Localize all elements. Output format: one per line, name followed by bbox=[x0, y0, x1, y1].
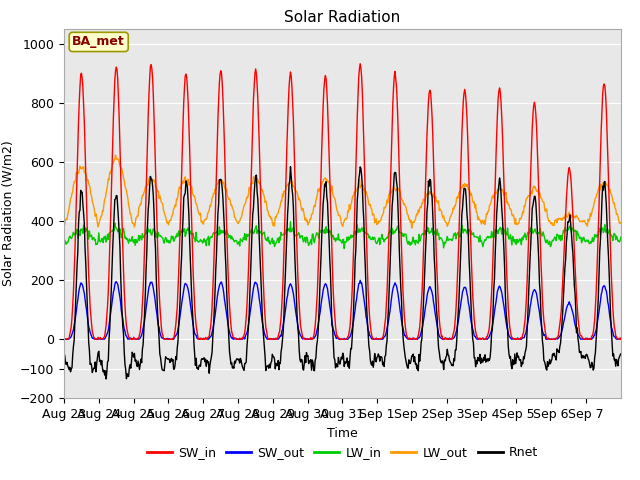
LW_in bbox=[255, 229, 263, 235]
Line: LW_out: LW_out bbox=[64, 155, 621, 228]
SW_out bbox=[276, 333, 284, 338]
LW_in bbox=[433, 232, 440, 238]
LW_in bbox=[60, 240, 68, 246]
LW_in bbox=[401, 231, 409, 237]
LW_in bbox=[287, 219, 294, 225]
X-axis label: Time: Time bbox=[327, 427, 358, 440]
LW_in bbox=[228, 233, 236, 239]
SW_out bbox=[255, 296, 263, 302]
Line: SW_in: SW_in bbox=[64, 64, 621, 339]
Text: BA_met: BA_met bbox=[72, 36, 125, 48]
Y-axis label: Solar Radiation (W/m2): Solar Radiation (W/m2) bbox=[1, 141, 14, 287]
LW_out bbox=[112, 152, 120, 158]
LW_out bbox=[617, 220, 625, 226]
Line: SW_out: SW_out bbox=[64, 280, 621, 339]
LW_out bbox=[408, 225, 415, 231]
LW_in bbox=[617, 234, 625, 240]
LW_in bbox=[340, 246, 348, 252]
Rnet bbox=[401, 354, 409, 360]
Rnet bbox=[287, 164, 294, 169]
Rnet bbox=[277, 349, 285, 355]
SW_in bbox=[401, 323, 409, 328]
SW_out bbox=[432, 314, 440, 320]
Rnet bbox=[228, 365, 236, 371]
SW_in bbox=[61, 336, 68, 342]
SW_in bbox=[277, 315, 285, 321]
SW_in bbox=[617, 336, 625, 342]
Rnet bbox=[617, 351, 625, 357]
Line: LW_in: LW_in bbox=[64, 222, 621, 249]
SW_out bbox=[401, 333, 408, 338]
LW_out bbox=[60, 223, 68, 228]
Rnet bbox=[256, 253, 264, 259]
SW_in bbox=[256, 169, 264, 175]
SW_out bbox=[617, 336, 625, 341]
SW_out bbox=[228, 335, 236, 341]
LW_out bbox=[277, 198, 285, 204]
SW_in bbox=[356, 61, 364, 67]
Title: Solar Radiation: Solar Radiation bbox=[284, 10, 401, 25]
Legend: SW_in, SW_out, LW_in, LW_out, Rnet: SW_in, SW_out, LW_in, LW_out, Rnet bbox=[142, 441, 543, 464]
LW_out bbox=[256, 181, 264, 187]
Rnet bbox=[60, 353, 68, 359]
SW_in bbox=[228, 331, 236, 337]
SW_in bbox=[126, 336, 134, 341]
Line: Rnet: Rnet bbox=[64, 167, 621, 379]
SW_in bbox=[433, 255, 440, 261]
LW_out bbox=[401, 201, 408, 206]
SW_out bbox=[60, 336, 68, 342]
LW_out bbox=[228, 205, 236, 211]
LW_out bbox=[433, 199, 440, 204]
LW_in bbox=[276, 237, 284, 243]
LW_in bbox=[125, 236, 133, 242]
Rnet bbox=[433, 305, 440, 311]
SW_out bbox=[356, 277, 364, 283]
SW_out bbox=[125, 336, 133, 342]
Rnet bbox=[126, 362, 134, 368]
LW_out bbox=[126, 211, 134, 216]
Rnet bbox=[102, 376, 110, 382]
SW_in bbox=[60, 335, 68, 341]
